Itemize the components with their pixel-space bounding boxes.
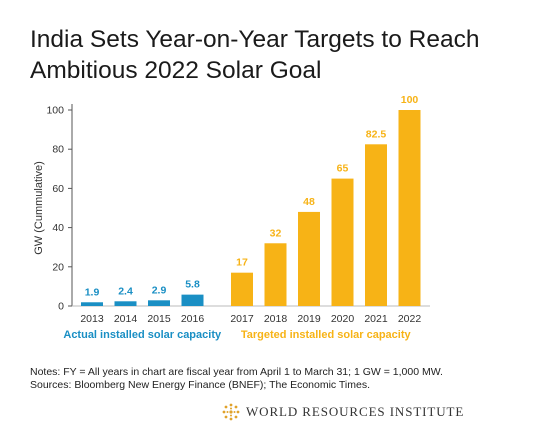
bar-2019 [298,211,320,306]
x-tick-label-2015: 2015 [147,313,171,325]
group-label-targeted: Targeted installed solar capacity [241,329,412,341]
y-tick-label: 60 [52,183,64,195]
bar-2015 [148,300,170,306]
x-tick-label-2020: 2020 [331,313,355,325]
data-label-2013: 1.9 [85,286,100,298]
data-label-2016: 5.8 [185,279,200,291]
data-label-2019: 48 [303,196,315,208]
bar-2016 [181,294,204,306]
y-tick-label: 40 [52,222,64,234]
bar-2020 [331,178,354,306]
chart-title-line2: Ambitious 2022 Solar Goal [30,57,322,84]
y-tick-label: 20 [52,261,64,273]
data-label-2021: 82.5 [366,128,387,140]
x-tick-label-2021: 2021 [364,313,388,325]
y-tick-label: 100 [46,105,64,117]
bar-2018 [264,243,287,306]
data-label-2014: 2.4 [118,285,133,297]
wri-logo-icon [222,403,240,421]
y-axis-title: GW (Cummulative) [33,161,45,255]
x-tick-label-2019: 2019 [297,313,321,325]
data-label-2020: 65 [337,163,349,175]
wri-logo: WORLD RESOURCES INSTITUTE [222,403,464,421]
chart-notes: Notes: FY = All years in chart are fisca… [30,366,443,392]
bar-2017 [231,272,253,306]
notes-line: Notes: FY = All years in chart are fisca… [30,366,443,378]
data-label-2018: 32 [270,227,282,239]
y-tick-label: 80 [52,144,64,156]
bar-2022 [398,110,421,306]
sources-line: Sources: Bloomberg New Energy Finance (B… [30,379,371,391]
data-label-2015: 2.9 [152,284,167,296]
x-tick-label-2013: 2013 [80,313,104,325]
x-tick-label-2017: 2017 [230,313,254,325]
wri-logo-text: WORLD RESOURCES INSTITUTE [246,404,465,419]
data-label-2017: 17 [236,257,248,269]
chart-title-line1: India Sets Year-on-Year Targets to Reach [30,26,480,53]
x-tick-label-2022: 2022 [398,313,422,325]
chart-title: India Sets Year-on-Year Targets to Reach… [30,24,530,86]
x-tick-label-2014: 2014 [114,313,138,325]
data-label-2022: 100 [401,94,419,106]
group-label-actual: Actual installed solar capacity [63,329,222,341]
y-tick-label: 0 [58,301,64,313]
bar-2013 [81,302,103,306]
x-tick-label-2018: 2018 [264,313,288,325]
bar-2021 [365,144,387,306]
bar-2014 [114,301,137,306]
x-tick-label-2016: 2016 [181,313,205,325]
